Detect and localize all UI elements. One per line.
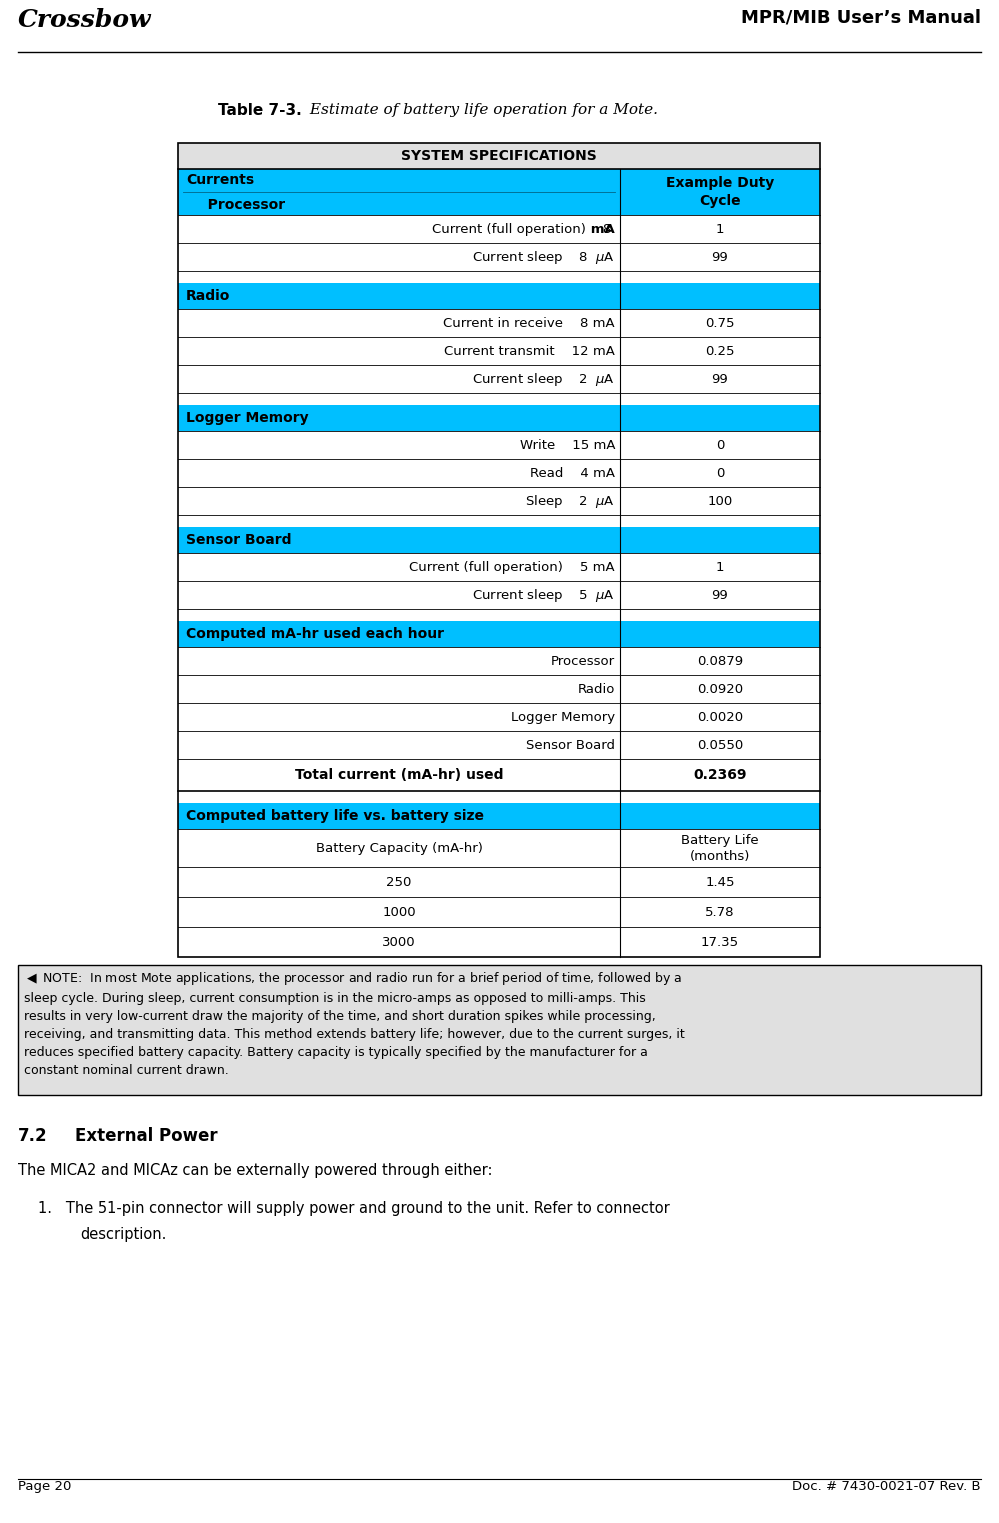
Bar bbox=[178, 553, 820, 580]
Text: Table 7-3.: Table 7-3. bbox=[218, 104, 302, 117]
Text: Doc. # 7430-0021-07 Rev. B: Doc. # 7430-0021-07 Rev. B bbox=[792, 1480, 981, 1493]
Text: 0.0920: 0.0920 bbox=[697, 682, 743, 696]
Bar bbox=[178, 515, 820, 527]
Bar bbox=[178, 928, 820, 956]
Text: description.: description. bbox=[80, 1228, 167, 1241]
Text: 1.45: 1.45 bbox=[705, 876, 734, 888]
Text: Example Duty
Cycle: Example Duty Cycle bbox=[666, 177, 774, 207]
Text: Current sleep    8  $\mu$A: Current sleep 8 $\mu$A bbox=[473, 248, 615, 265]
Text: SYSTEM SPECIFICATIONS: SYSTEM SPECIFICATIONS bbox=[402, 149, 596, 163]
Text: Logger Memory: Logger Memory bbox=[186, 411, 309, 425]
Text: 0.0879: 0.0879 bbox=[697, 655, 743, 667]
Text: Crossbow: Crossbow bbox=[18, 8, 152, 32]
Bar bbox=[178, 366, 820, 393]
Text: Processor: Processor bbox=[193, 198, 285, 212]
Bar bbox=[178, 647, 820, 675]
Bar bbox=[178, 458, 820, 487]
Bar bbox=[178, 621, 820, 647]
Text: Radio: Radio bbox=[577, 682, 615, 696]
Text: 5.78: 5.78 bbox=[705, 906, 734, 918]
Text: 17.35: 17.35 bbox=[701, 935, 739, 949]
Bar bbox=[178, 527, 820, 553]
Text: Processor: Processor bbox=[550, 655, 615, 667]
Bar bbox=[178, 405, 820, 431]
Text: 99: 99 bbox=[711, 373, 728, 385]
Text: 250: 250 bbox=[387, 876, 412, 888]
Text: Currents: Currents bbox=[186, 174, 254, 187]
Bar bbox=[178, 244, 820, 271]
Text: 1: 1 bbox=[715, 222, 724, 236]
Text: 99: 99 bbox=[711, 250, 728, 263]
Text: Total current (mA-hr) used: Total current (mA-hr) used bbox=[295, 768, 503, 781]
Text: Current in receive    8 mA: Current in receive 8 mA bbox=[444, 317, 615, 329]
Bar bbox=[178, 143, 820, 956]
Text: MPR/MIB User’s Manual: MPR/MIB User’s Manual bbox=[741, 8, 981, 26]
Text: Sensor Board: Sensor Board bbox=[186, 533, 292, 547]
Text: Logger Memory: Logger Memory bbox=[510, 711, 615, 723]
Text: Read    4 mA: Read 4 mA bbox=[530, 466, 615, 480]
Text: 0.2369: 0.2369 bbox=[693, 768, 746, 781]
Bar bbox=[178, 897, 820, 928]
Bar bbox=[178, 580, 820, 609]
Text: Current sleep    5  $\mu$A: Current sleep 5 $\mu$A bbox=[473, 586, 615, 603]
Bar bbox=[178, 609, 820, 621]
Text: Sleep    2  $\mu$A: Sleep 2 $\mu$A bbox=[525, 492, 615, 510]
Text: Estimate of battery life operation for a Mote.: Estimate of battery life operation for a… bbox=[305, 104, 658, 117]
Text: 3000: 3000 bbox=[383, 935, 416, 949]
Bar bbox=[178, 790, 820, 803]
Bar bbox=[178, 393, 820, 405]
Bar bbox=[178, 731, 820, 758]
Bar bbox=[178, 829, 820, 867]
Text: 1.   The 51-pin connector will supply power and ground to the unit. Refer to con: 1. The 51-pin connector will supply powe… bbox=[38, 1202, 669, 1215]
Text: 7.2: 7.2 bbox=[18, 1127, 48, 1145]
Text: $\blacktriangleleft$ NOTE:  In most Mote applications, the processor and radio r: $\blacktriangleleft$ NOTE: In most Mote … bbox=[24, 970, 684, 1077]
Bar bbox=[18, 966, 981, 1095]
Bar bbox=[18, 966, 981, 1095]
Text: 1: 1 bbox=[715, 560, 724, 574]
Text: The MICA2 and MICAz can be externally powered through either:: The MICA2 and MICAz can be externally po… bbox=[18, 1164, 493, 1177]
Text: Page 20: Page 20 bbox=[18, 1480, 71, 1493]
Text: Battery Capacity (mA-hr): Battery Capacity (mA-hr) bbox=[316, 842, 483, 854]
Bar bbox=[178, 758, 820, 790]
Text: mA: mA bbox=[416, 222, 615, 236]
Bar bbox=[178, 143, 820, 169]
Text: Current (full operation)    8: Current (full operation) 8 bbox=[432, 222, 615, 236]
Bar bbox=[178, 169, 820, 215]
Bar bbox=[178, 215, 820, 244]
Text: Current (full operation)    5 mA: Current (full operation) 5 mA bbox=[410, 560, 615, 574]
Text: 0: 0 bbox=[716, 439, 724, 451]
Bar bbox=[178, 487, 820, 515]
Text: Computed battery life vs. battery size: Computed battery life vs. battery size bbox=[186, 809, 484, 822]
Text: 0.0020: 0.0020 bbox=[697, 711, 743, 723]
Bar bbox=[178, 271, 820, 283]
Bar bbox=[178, 704, 820, 731]
Text: Sensor Board: Sensor Board bbox=[526, 739, 615, 751]
Text: 99: 99 bbox=[711, 588, 728, 602]
Text: 100: 100 bbox=[707, 495, 732, 507]
Text: 0.75: 0.75 bbox=[705, 317, 734, 329]
Bar bbox=[178, 337, 820, 366]
Text: 0.25: 0.25 bbox=[705, 344, 734, 358]
Text: Current sleep    2  $\mu$A: Current sleep 2 $\mu$A bbox=[473, 370, 615, 387]
Text: 0: 0 bbox=[716, 466, 724, 480]
Bar bbox=[178, 867, 820, 897]
Text: External Power: External Power bbox=[75, 1127, 218, 1145]
Text: Write    15 mA: Write 15 mA bbox=[519, 439, 615, 451]
Text: Battery Life
(months): Battery Life (months) bbox=[681, 833, 759, 862]
Text: Current transmit    12 mA: Current transmit 12 mA bbox=[445, 344, 615, 358]
Bar bbox=[178, 675, 820, 704]
Text: Radio: Radio bbox=[186, 289, 231, 303]
Bar bbox=[178, 431, 820, 458]
Bar bbox=[178, 283, 820, 309]
Text: Computed mA-hr used each hour: Computed mA-hr used each hour bbox=[186, 627, 444, 641]
Bar bbox=[178, 803, 820, 829]
Bar bbox=[178, 309, 820, 337]
Text: 0.0550: 0.0550 bbox=[697, 739, 743, 751]
Text: 1000: 1000 bbox=[383, 906, 416, 918]
